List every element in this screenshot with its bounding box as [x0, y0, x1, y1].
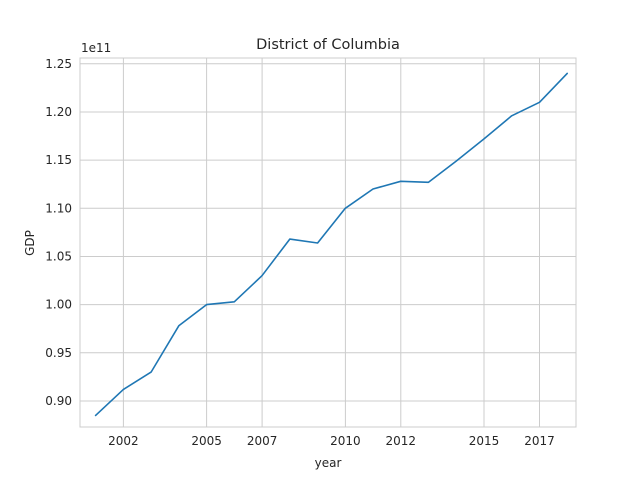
y-tick-label: 1.10	[45, 201, 72, 215]
x-axis-label: year	[315, 456, 342, 470]
x-tick-label: 2017	[524, 434, 555, 448]
y-tick-label: 1.05	[45, 250, 72, 264]
x-tick-label: 2015	[469, 434, 500, 448]
y-axis-label: GDP	[23, 230, 37, 256]
x-tick-label: 2002	[108, 434, 139, 448]
x-tick-label: 2012	[386, 434, 417, 448]
x-tick-label: 2007	[247, 434, 278, 448]
y-axis-ticks: 0.90 0.95 1.00 1.05 1.10 1.15 1.20 1.25	[45, 57, 72, 408]
x-tick-label: 2005	[191, 434, 222, 448]
gdp-series-line	[94, 72, 569, 417]
gridlines	[80, 58, 576, 427]
x-axis-ticks: 2002 2005 2007 2010 2012 2015 2017	[108, 434, 555, 448]
series-layer	[94, 72, 569, 417]
y-tick-label: 1.00	[45, 298, 72, 312]
chart-title: District of Columbia	[256, 37, 400, 53]
x-tick-label: 2010	[330, 434, 361, 448]
y-tick-label: 1.25	[45, 57, 72, 71]
y-tick-label: 1.15	[45, 153, 72, 167]
plot-area	[79, 57, 577, 428]
y-axis-offset-label: 1e11	[81, 41, 111, 55]
y-tick-label: 0.95	[45, 346, 72, 360]
y-tick-label: 0.90	[45, 394, 72, 408]
y-tick-label: 1.20	[45, 105, 72, 119]
